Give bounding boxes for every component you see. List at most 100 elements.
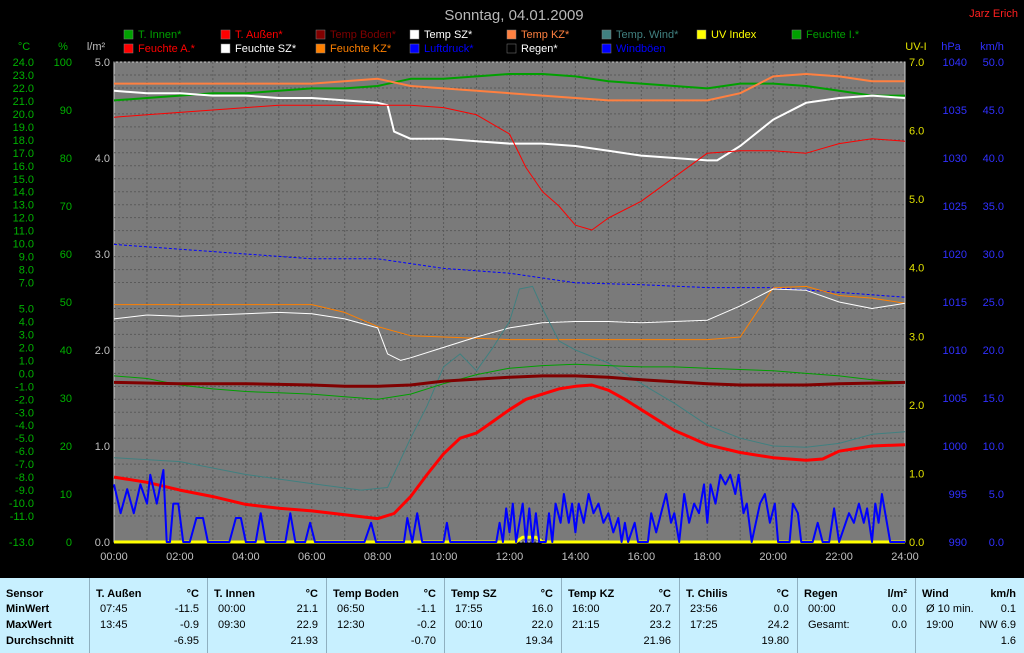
rain-tick-label: 0.0 <box>95 537 110 549</box>
stats-unit: °C <box>776 588 789 600</box>
temp-tick-label: 11.0 <box>13 226 34 238</box>
stats-value: 24.2 <box>767 619 789 631</box>
stats-cell-row: Ø 10 min. 0.1 <box>916 602 1024 617</box>
stats-cell-row: 17:55 16.0 <box>445 602 561 617</box>
stats-column-header: Temp SZ °C <box>445 587 561 602</box>
stats-label-min: MinWert <box>6 603 50 615</box>
stats-cell-row: 00:00 0.0 <box>798 602 915 617</box>
stats-cell-row: -6.95 <box>90 634 207 649</box>
series-line-uv-index <box>114 535 905 544</box>
x-tick-label: 16:00 <box>628 551 656 563</box>
pressure-tick-label: 1010 <box>943 345 967 357</box>
stats-value: 22.0 <box>531 619 553 631</box>
stats-time: Gesamt: <box>808 619 850 631</box>
legend-label: Regen* <box>521 43 558 55</box>
stats-cell-row: Gesamt: 0.0 <box>798 618 915 633</box>
temp-tick-label: 21.0 <box>13 96 34 108</box>
wind-tick-label: 10.0 <box>983 441 1004 453</box>
stats-time: 16:00 <box>572 603 600 615</box>
stats-cell-row: 00:00 21.1 <box>208 602 326 617</box>
rain-tick-label: 4.0 <box>95 153 110 165</box>
series-line-feuchte-a <box>113 104 906 231</box>
legend-swatch <box>506 29 517 40</box>
plot-area <box>113 73 906 544</box>
legend-swatch <box>696 29 707 40</box>
stats-value: 0.0 <box>773 603 789 615</box>
temp-tick-label: 17.0 <box>13 148 34 160</box>
stats-value: 0.0 <box>891 603 907 615</box>
temp-tick-label: 9.0 <box>19 252 34 264</box>
pressure-tick-label: 1040 <box>943 57 967 69</box>
stats-value: 0.0 <box>891 619 907 631</box>
series-line-t-innen <box>113 363 906 400</box>
stats-time: 19:00 <box>926 619 954 631</box>
stats-value: 20.7 <box>649 603 671 615</box>
stats-value: -6.95 <box>173 635 199 647</box>
temp-tick-label: -13.0 <box>9 537 34 549</box>
uv-tick-label: 0.0 <box>909 537 924 549</box>
temp-tick-label: -9.0 <box>15 485 34 497</box>
temp-tick-label: 22.0 <box>13 83 34 95</box>
series-line-windb-en <box>113 469 905 543</box>
wind-tick-label: 45.0 <box>983 105 1004 117</box>
stats-value: -0.70 <box>410 635 436 647</box>
rain-unit-label: l/m² <box>87 41 106 53</box>
temp-tick-label: 12.0 <box>13 213 34 225</box>
stats-cell-row: 16:00 20.7 <box>562 602 679 617</box>
temp-tick-label: 0.0 <box>19 368 34 380</box>
stats-value: 22.9 <box>296 619 318 631</box>
stats-column: Regen l/m² 00:00 0.0 Gesamt: 0.0 <box>797 578 915 653</box>
x-tick-label: 08:00 <box>364 551 392 563</box>
stats-value: -0.9 <box>180 619 199 631</box>
rain-tick-label: 2.0 <box>95 345 110 357</box>
rain-tick-label: 1.0 <box>95 441 110 453</box>
x-tick-label: 18:00 <box>693 551 721 563</box>
stats-value: 21.96 <box>643 635 671 647</box>
humidity-tick-label: 100 <box>54 57 72 69</box>
temp-tick-label: 15.0 <box>13 174 34 186</box>
legend-label: Temp KZ* <box>521 29 570 41</box>
weather-chart: Sonntag, 04.01.2009 Jarz Erich T. Innen*… <box>9 7 1018 563</box>
temp-tick-label: 19.0 <box>13 122 34 134</box>
stats-sensor-name: Temp Boden <box>333 588 399 600</box>
legend-label: Feuchte SZ* <box>235 43 297 55</box>
legend-swatch <box>791 29 802 40</box>
stats-time: 13:45 <box>100 619 128 631</box>
legend-label: Luftdruck* <box>424 43 474 55</box>
legend-label: Windböen <box>616 43 666 55</box>
stats-unit: °C <box>540 588 553 600</box>
stats-value: -11.5 <box>174 603 199 615</box>
temp-tick-label: 10.0 <box>13 239 34 251</box>
series-line-feuchte-i <box>113 73 905 102</box>
humidity-tick-label: 0 <box>66 537 72 549</box>
stats-time: 17:25 <box>690 619 718 631</box>
temp-tick-label: 18.0 <box>13 135 34 147</box>
stats-unit: l/m² <box>887 588 907 600</box>
stats-value: -1.1 <box>417 603 436 615</box>
uv-tick-label: 1.0 <box>909 468 924 480</box>
stats-cell-row: -0.70 <box>327 634 444 649</box>
legend-swatch <box>123 43 134 54</box>
stats-column: T. Innen °C 00:00 21.1 09:30 22.9 21.93 <box>207 578 326 653</box>
stats-column-header: T. Chilis °C <box>680 587 797 602</box>
temp-tick-label: 20.0 <box>13 109 34 121</box>
stats-column: T. Außen °C 07:45 -11.5 13:45 -0.9 -6.95 <box>89 578 207 653</box>
temp-tick-label: -3.0 <box>15 407 34 419</box>
stats-label-avg: Durchschnitt <box>6 635 74 647</box>
humidity-tick-label: 50 <box>60 297 72 309</box>
stats-sensor-name: T. Außen <box>96 588 142 600</box>
wind-tick-label: 40.0 <box>983 153 1004 165</box>
stats-value: 16.0 <box>531 603 553 615</box>
temp-tick-label: 7.0 <box>19 278 34 290</box>
stats-value: 19.34 <box>525 635 553 647</box>
uv-tick-label: 7.0 <box>909 57 924 69</box>
humidity-tick-label: 10 <box>60 489 72 501</box>
wind-tick-label: 0.0 <box>989 537 1004 549</box>
legend-swatch <box>409 29 420 40</box>
pressure-tick-label: 1030 <box>943 153 967 165</box>
humidity-tick-label: 60 <box>60 249 72 261</box>
stats-value: -0.2 <box>417 619 436 631</box>
stats-value: 23.2 <box>649 619 671 631</box>
stats-unit: °C <box>423 588 436 600</box>
temp-tick-label: -4.0 <box>15 420 34 432</box>
